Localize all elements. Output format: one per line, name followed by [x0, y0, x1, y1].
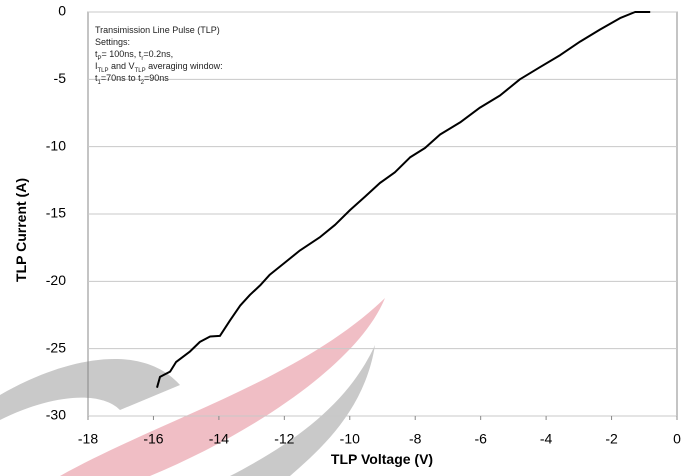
- annotation-text: =70ns to t: [101, 73, 141, 83]
- x-tick-label: -8: [409, 431, 422, 447]
- x-tick-label: 0: [673, 431, 681, 447]
- x-tick-label: -14: [209, 431, 229, 447]
- annotation-subscript: P: [98, 56, 102, 62]
- annotation-subscript: TLP: [135, 68, 146, 74]
- annotation-subscript: 2: [141, 80, 145, 86]
- x-tick-label: -10: [340, 431, 360, 447]
- x-tick-label: -4: [540, 431, 553, 447]
- annotation-text: t: [95, 73, 98, 83]
- y-tick-label: -10: [46, 137, 66, 153]
- annotation-subscript: r: [141, 56, 143, 62]
- y-tick-label: -5: [54, 70, 67, 86]
- annotation-text: Settings:: [95, 37, 130, 47]
- y-tick-label: 0: [58, 3, 66, 19]
- x-tick-label: -2: [605, 431, 618, 447]
- y-tick-label: -30: [46, 407, 66, 423]
- annotation-subscript: 1: [98, 80, 102, 86]
- annotation-text: =90ns: [144, 73, 169, 83]
- annotation-text: averaging window:: [146, 61, 223, 71]
- y-tick-label: -15: [46, 205, 66, 221]
- annotation-text: and V: [109, 61, 135, 71]
- x-tick-label: -6: [474, 431, 487, 447]
- data-line: [156, 11, 651, 388]
- x-tick-label: -12: [274, 431, 294, 447]
- y-axis-title: TLP Current (A): [13, 178, 29, 282]
- annotation-subscript: TLP: [98, 68, 109, 74]
- annotation-text: Transimission Line Pulse (TLP): [95, 25, 220, 35]
- annotation-text: = 100ns, t: [102, 49, 142, 59]
- x-tick-label: -18: [78, 431, 98, 447]
- watermark-swoosh: [0, 358, 180, 420]
- annotation: Transimission Line Pulse (TLP) Settings: t…: [95, 25, 223, 86]
- x-tick-label: -16: [143, 431, 163, 447]
- y-tick-label: -25: [46, 339, 66, 355]
- watermark-swoosh: [230, 345, 375, 476]
- watermark: [0, 298, 385, 476]
- y-tick-label: -20: [46, 272, 66, 288]
- x-axis-title: TLP Voltage (V): [331, 451, 433, 467]
- labels: 0-5-10-15-20-25-30-18 -16 -14 -12 -10 -8 -6 -4-…: [46, 3, 681, 447]
- annotation-text: =0.2ns,: [143, 49, 173, 59]
- watermark-swoosh: [60, 298, 385, 476]
- annotation-text: t: [95, 49, 98, 59]
- marks: [156, 11, 651, 388]
- annotation-text: I: [95, 61, 98, 71]
- grid: [87, 11, 678, 420]
